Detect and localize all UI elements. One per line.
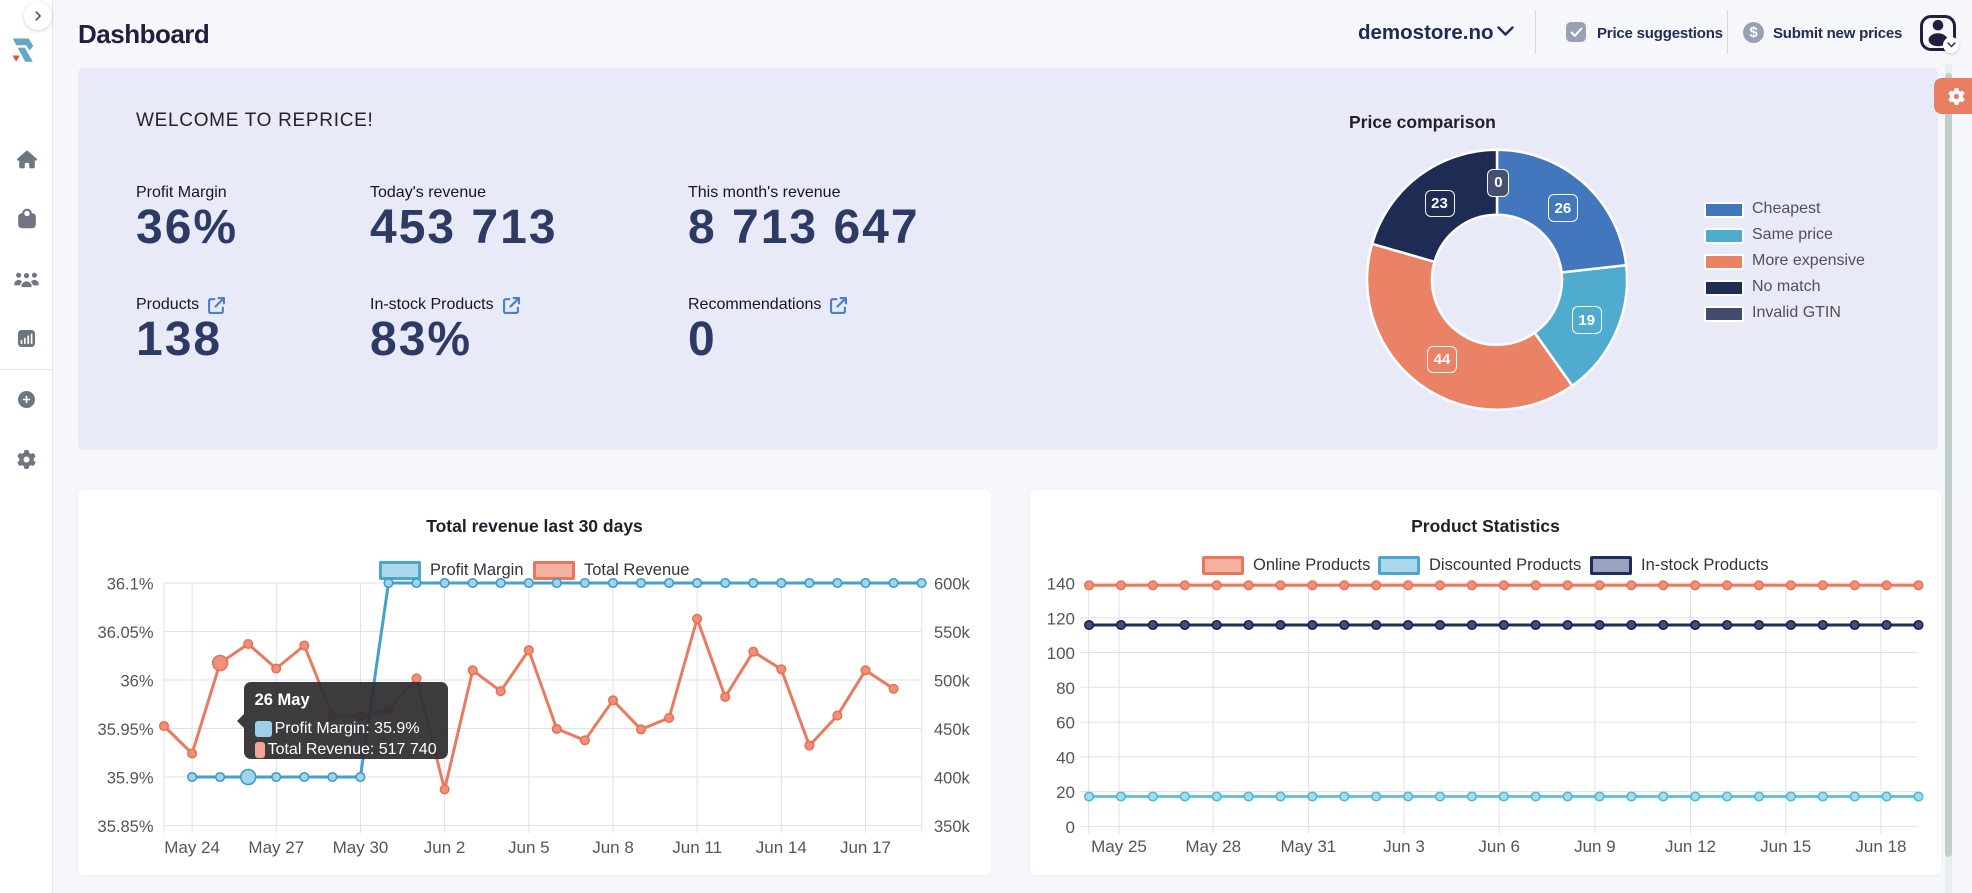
svg-text:80: 80 (1056, 679, 1075, 698)
svg-text:35.85%: 35.85% (98, 818, 154, 836)
svg-text:350k: 350k (934, 818, 971, 836)
svg-text:Jun 18: Jun 18 (1855, 837, 1906, 856)
svg-text:Jun 17: Jun 17 (840, 838, 891, 857)
svg-text:May 28: May 28 (1185, 837, 1241, 856)
svg-text:May 31: May 31 (1281, 837, 1337, 856)
svg-text:100: 100 (1047, 644, 1075, 663)
svg-text:Jun 2: Jun 2 (424, 838, 466, 857)
svg-text:May 25: May 25 (1091, 837, 1147, 856)
svg-text:36%: 36% (120, 672, 153, 690)
svg-text:400k: 400k (934, 769, 971, 787)
svg-text:Jun 6: Jun 6 (1478, 837, 1520, 856)
svg-text:May 30: May 30 (333, 838, 389, 857)
svg-text:36.05%: 36.05% (98, 624, 154, 642)
svg-text:0: 0 (1066, 818, 1075, 837)
svg-text:36.1%: 36.1% (107, 575, 154, 593)
svg-text:Jun 12: Jun 12 (1665, 837, 1716, 856)
svg-text:Jun 11: Jun 11 (672, 838, 722, 857)
svg-text:May 27: May 27 (248, 838, 304, 857)
svg-text:120: 120 (1047, 609, 1075, 628)
svg-text:Jun 9: Jun 9 (1574, 837, 1616, 856)
svg-text:Jun 15: Jun 15 (1760, 837, 1811, 856)
svg-text:550k: 550k (934, 624, 971, 642)
svg-text:20: 20 (1056, 783, 1075, 802)
svg-text:35.95%: 35.95% (98, 721, 154, 739)
svg-text:Jun 14: Jun 14 (756, 838, 807, 857)
svg-text:40: 40 (1056, 748, 1075, 767)
svg-text:Jun 3: Jun 3 (1383, 837, 1425, 856)
svg-text:60: 60 (1056, 714, 1075, 733)
svg-text:Jun 5: Jun 5 (508, 838, 550, 857)
svg-text:35.9%: 35.9% (107, 769, 154, 787)
svg-text:500k: 500k (934, 672, 971, 690)
svg-text:Jun 8: Jun 8 (592, 838, 634, 857)
svg-text:May 24: May 24 (164, 838, 220, 857)
svg-text:450k: 450k (934, 721, 971, 739)
svg-text:140: 140 (1047, 575, 1075, 594)
svg-text:600k: 600k (934, 575, 971, 593)
